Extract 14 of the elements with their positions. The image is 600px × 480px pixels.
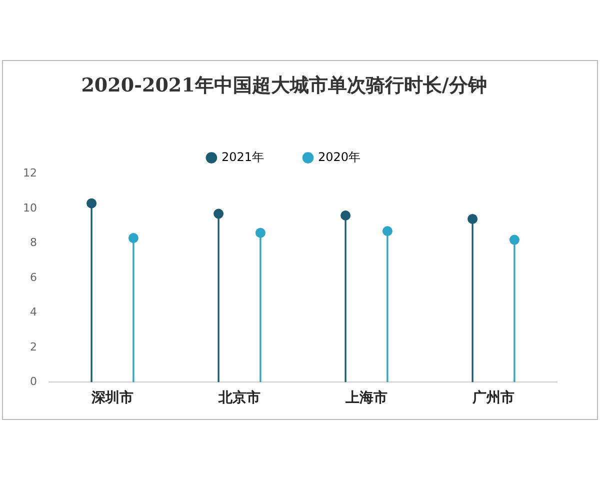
x-tick-label: 上海市 xyxy=(344,389,388,406)
y-tick-label: 8 xyxy=(30,236,37,250)
x-tick-label: 北京市 xyxy=(218,389,260,406)
chart-title: 2020-2021年中国超大城市单次骑行时长/分钟 xyxy=(81,74,487,96)
y-tick-label: 0 xyxy=(30,375,37,388)
y-tick-label: 4 xyxy=(30,306,37,319)
legend-label: 2021年 xyxy=(221,150,264,164)
x-tick-label: 深圳市 xyxy=(90,389,134,406)
y-tick-label: 12 xyxy=(22,166,37,180)
y-tick-label: 2 xyxy=(30,340,37,354)
y-tick-label: 10 xyxy=(22,201,37,214)
y-tick-label: 6 xyxy=(30,270,37,284)
x-tick-label: 广州市 xyxy=(472,389,514,406)
legend-label: 2020年 xyxy=(318,150,361,164)
